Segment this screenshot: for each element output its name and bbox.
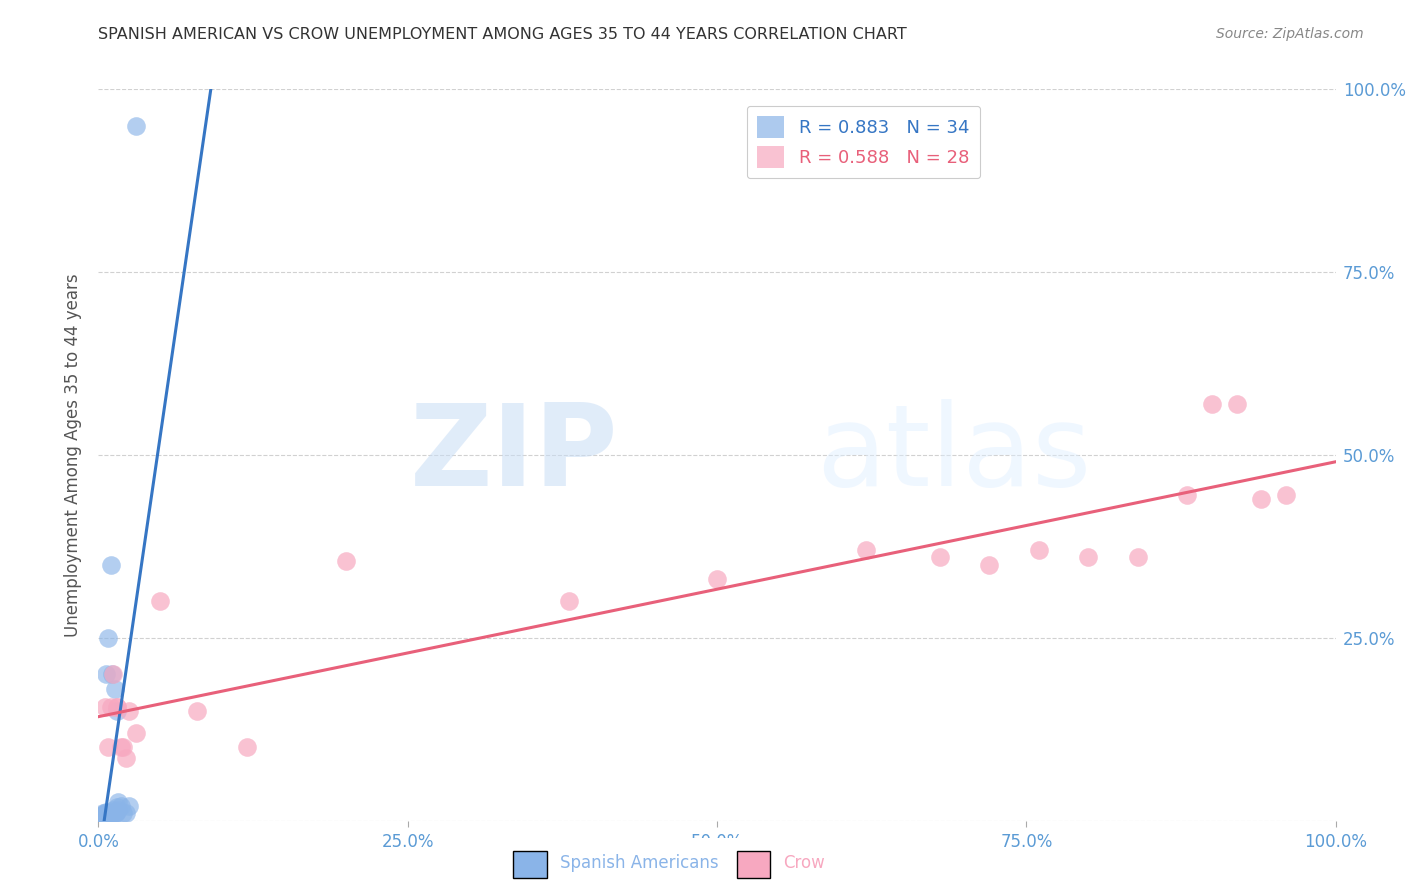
Point — [97, 631, 120, 645]
Y-axis label: Unemployment Among Ages 35 to 44 years: Unemployment Among Ages 35 to 44 years — [65, 273, 83, 637]
Text: atlas: atlas — [815, 400, 1091, 510]
Point — [114, 806, 136, 821]
Point — [557, 594, 579, 608]
Point — [105, 800, 128, 814]
Point — [1201, 397, 1223, 411]
Point — [94, 805, 117, 819]
Point — [107, 803, 129, 817]
Point — [112, 806, 135, 821]
Point — [928, 550, 950, 565]
Point — [1226, 397, 1249, 411]
Point — [124, 119, 146, 133]
Text: Crow: Crow — [783, 854, 825, 872]
Point — [103, 806, 125, 821]
Point — [91, 807, 114, 822]
Text: Source: ZipAtlas.com: Source: ZipAtlas.com — [1216, 27, 1364, 41]
Point — [93, 810, 115, 824]
Point — [1275, 488, 1298, 502]
Point — [114, 751, 136, 765]
Point — [98, 810, 121, 824]
Point — [855, 543, 877, 558]
Point — [1028, 543, 1050, 558]
Point — [103, 803, 125, 817]
Point — [118, 704, 141, 718]
FancyBboxPatch shape — [513, 851, 547, 878]
Point — [104, 806, 127, 821]
Point — [118, 799, 141, 814]
Point — [89, 810, 111, 824]
Point — [94, 667, 117, 681]
Point — [105, 704, 128, 718]
Point — [124, 726, 146, 740]
Point — [105, 700, 128, 714]
Point — [149, 594, 172, 608]
Point — [101, 667, 124, 681]
Point — [91, 810, 114, 824]
Point — [335, 554, 357, 568]
Point — [103, 806, 125, 821]
Point — [105, 700, 128, 714]
Point — [1077, 550, 1099, 565]
Point — [1175, 488, 1198, 502]
Point — [104, 805, 127, 819]
Point — [97, 740, 120, 755]
Point — [112, 740, 135, 755]
Point — [96, 807, 118, 822]
Point — [96, 806, 118, 821]
Text: SPANISH AMERICAN VS CROW UNEMPLOYMENT AMONG AGES 35 TO 44 YEARS CORRELATION CHAR: SPANISH AMERICAN VS CROW UNEMPLOYMENT AM… — [98, 27, 907, 42]
Point — [100, 806, 122, 821]
Point — [110, 799, 132, 814]
Point — [97, 807, 120, 822]
Point — [706, 572, 728, 586]
Text: Spanish Americans: Spanish Americans — [560, 854, 718, 872]
Point — [98, 806, 121, 821]
Point — [93, 806, 115, 821]
Text: ZIP: ZIP — [409, 400, 619, 510]
Point — [93, 806, 115, 821]
Point — [110, 740, 132, 755]
Point — [103, 667, 125, 681]
Point — [1250, 491, 1272, 506]
Legend: R = 0.883   N = 34, R = 0.588   N = 28: R = 0.883 N = 34, R = 0.588 N = 28 — [747, 105, 980, 178]
Point — [90, 810, 112, 824]
Point — [979, 558, 1001, 572]
Point — [103, 681, 125, 696]
Point — [93, 700, 115, 714]
FancyBboxPatch shape — [737, 851, 770, 878]
Point — [100, 700, 122, 714]
Point — [1126, 550, 1149, 565]
Point — [186, 704, 208, 718]
Point — [100, 558, 122, 572]
Point — [107, 796, 129, 810]
Point — [101, 805, 124, 819]
Point — [236, 740, 259, 755]
